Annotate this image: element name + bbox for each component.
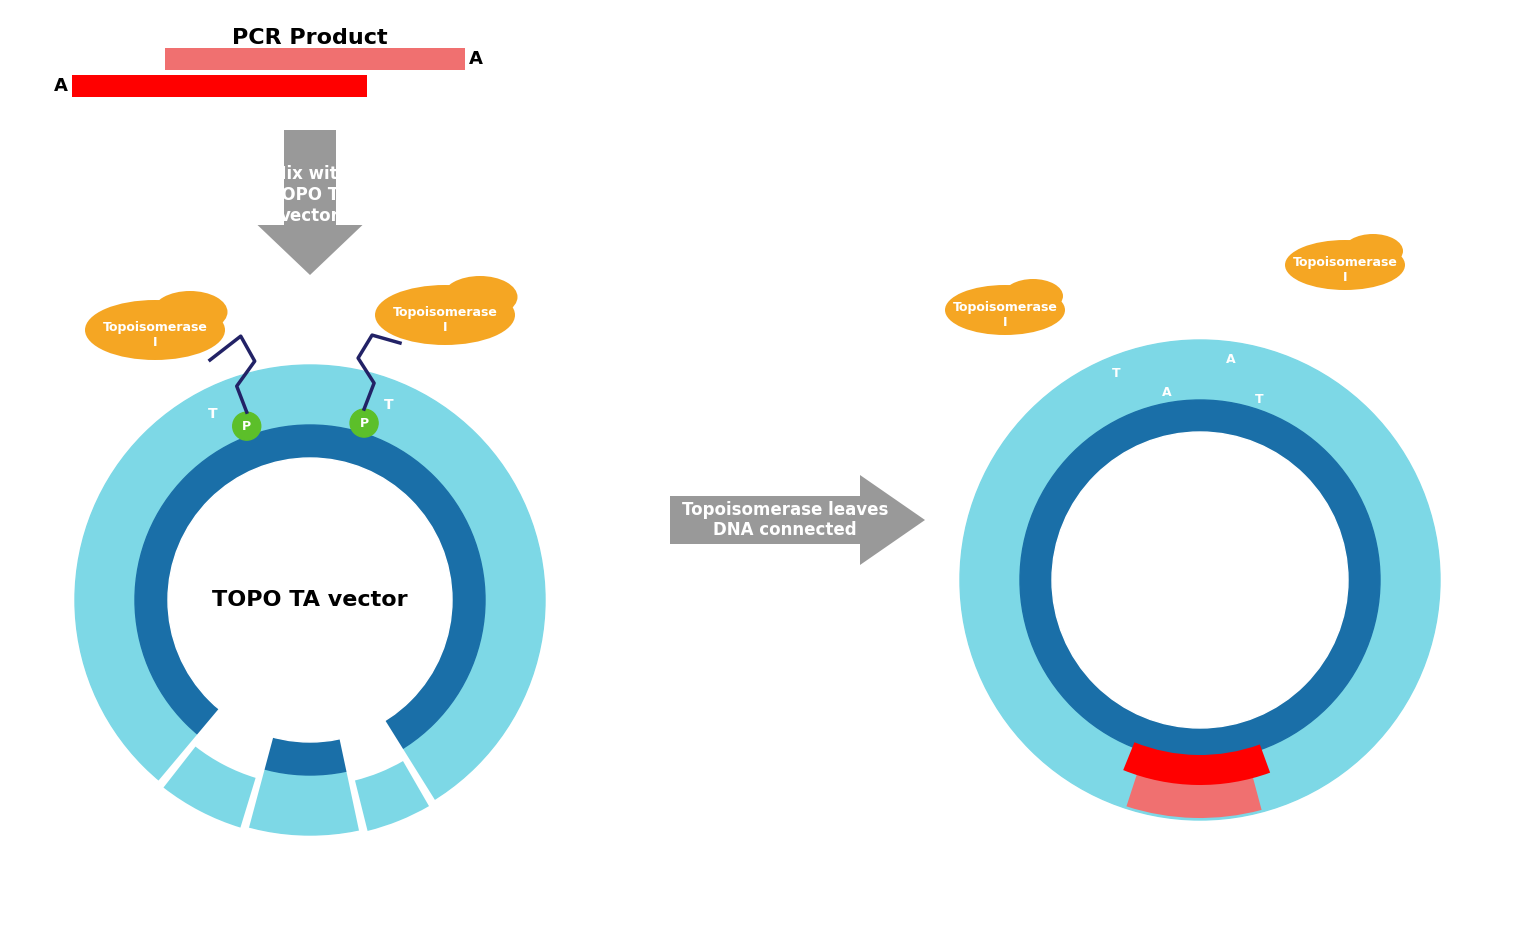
Wedge shape xyxy=(1123,743,1270,785)
Ellipse shape xyxy=(946,285,1066,335)
Wedge shape xyxy=(356,761,430,831)
Text: T: T xyxy=(383,398,394,412)
Text: Topoisomerase
I: Topoisomerase I xyxy=(103,321,208,349)
Circle shape xyxy=(959,340,1440,820)
Circle shape xyxy=(233,412,260,440)
Ellipse shape xyxy=(1343,234,1403,268)
Circle shape xyxy=(168,458,453,742)
Ellipse shape xyxy=(1284,240,1404,290)
Ellipse shape xyxy=(1003,279,1063,313)
Text: Topoisomerase
I: Topoisomerase I xyxy=(393,306,497,334)
Wedge shape xyxy=(156,705,274,832)
Text: Topoisomerase
I: Topoisomerase I xyxy=(1292,256,1397,284)
Text: PCR Product: PCR Product xyxy=(233,28,388,48)
Text: TOPO TA vector: TOPO TA vector xyxy=(213,590,408,610)
FancyBboxPatch shape xyxy=(165,48,465,70)
Text: Topoisomerase leaves
DNA connected: Topoisomerase leaves DNA connected xyxy=(682,501,889,540)
Text: A: A xyxy=(54,77,68,95)
Text: A: A xyxy=(1226,353,1235,366)
Wedge shape xyxy=(1126,773,1261,818)
Ellipse shape xyxy=(85,300,225,360)
Ellipse shape xyxy=(376,285,514,345)
Circle shape xyxy=(350,409,379,437)
Ellipse shape xyxy=(152,291,228,333)
Wedge shape xyxy=(339,716,437,834)
Text: T: T xyxy=(1112,367,1121,380)
Text: P: P xyxy=(359,417,368,430)
Circle shape xyxy=(75,365,545,835)
Circle shape xyxy=(1019,400,1380,760)
Text: T: T xyxy=(208,407,217,420)
FancyArrow shape xyxy=(670,475,926,565)
FancyBboxPatch shape xyxy=(72,75,367,97)
Text: T: T xyxy=(1255,393,1263,406)
Circle shape xyxy=(136,425,485,775)
Text: A: A xyxy=(1163,386,1172,399)
Wedge shape xyxy=(163,746,256,828)
Text: P: P xyxy=(242,419,251,432)
Text: Topoisomerase
I: Topoisomerase I xyxy=(953,301,1058,329)
Text: A: A xyxy=(470,50,484,68)
Ellipse shape xyxy=(442,276,517,318)
FancyArrow shape xyxy=(257,130,362,275)
Circle shape xyxy=(1052,432,1348,728)
Text: Mix with
TOPO TA
vector: Mix with TOPO TA vector xyxy=(270,165,351,225)
